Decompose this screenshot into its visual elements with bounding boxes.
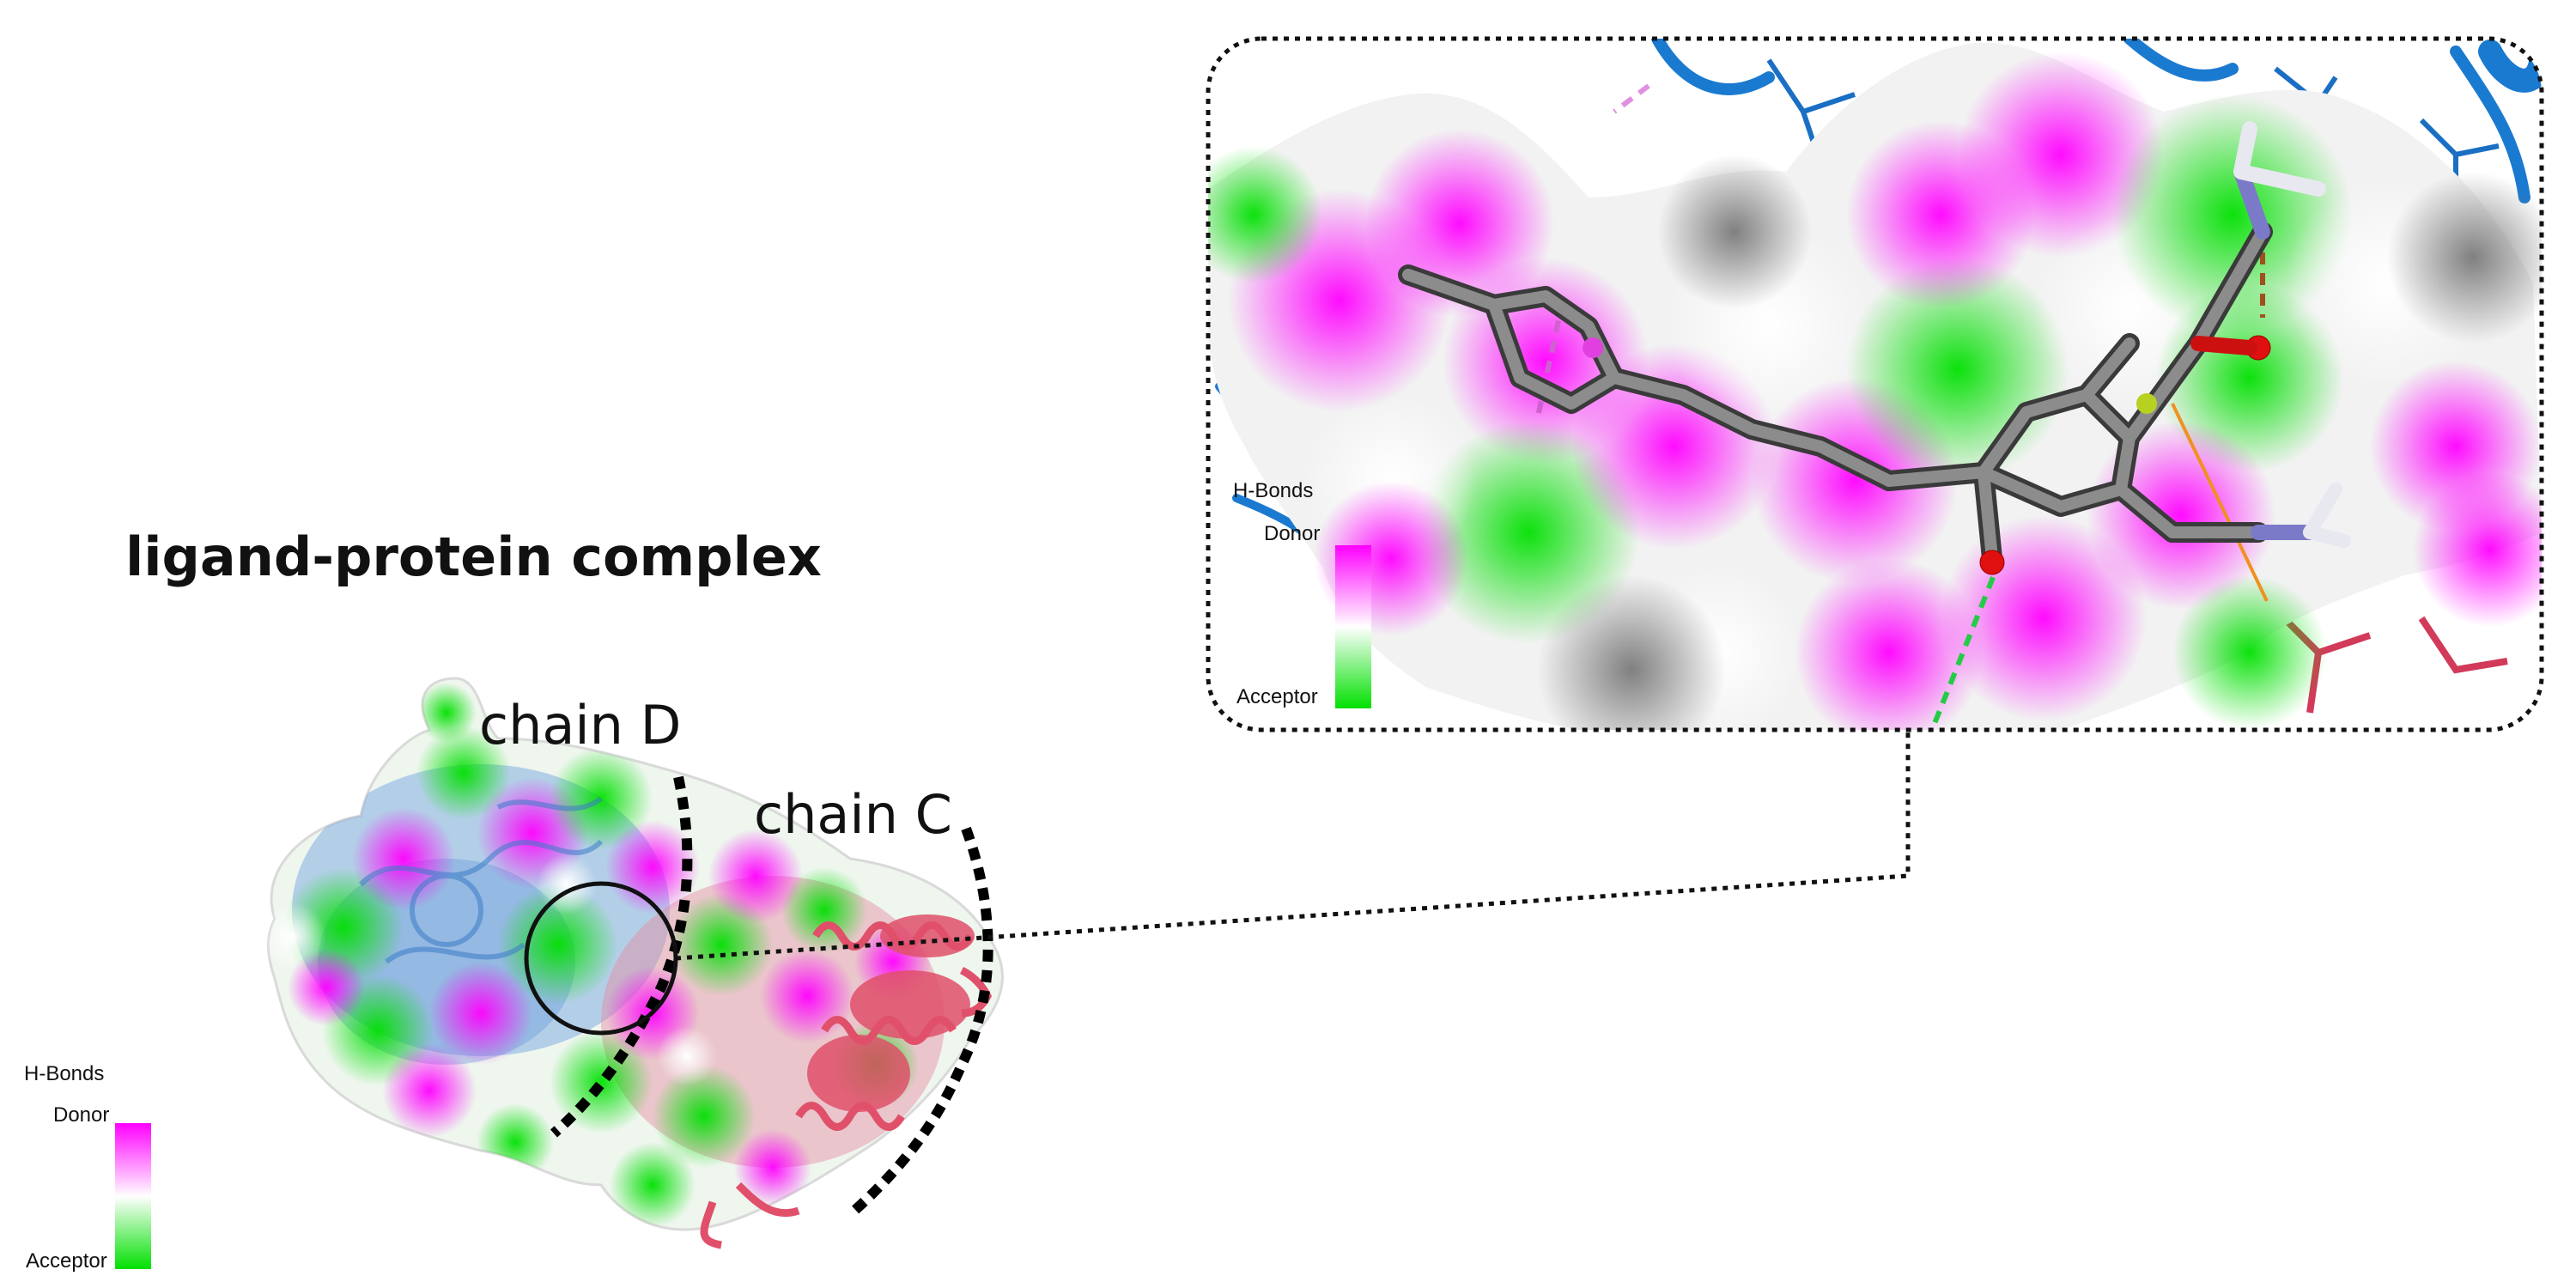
inset-legend-heading: H-Bonds [1233, 479, 1314, 502]
legend-heading: H-Bonds [24, 1062, 105, 1085]
chain-d-label: chain D [479, 694, 682, 756]
chain-d-ribbons [358, 796, 604, 964]
callout-connector-line [675, 730, 1911, 961]
inset-legend-color-bar [1335, 545, 1371, 708]
inset-legend-donor-label: Donor [1264, 522, 1321, 545]
binding-site-inset [1206, 36, 2544, 732]
interaction-lines [1534, 83, 2269, 730]
chain-c-boundary-arc [850, 826, 993, 1215]
chain-c-label: chain C [754, 783, 952, 846]
chain-d-boundary-arc [550, 775, 693, 1138]
ligand-stick-model [1398, 121, 2351, 575]
protein-complex [267, 677, 1004, 1249]
chain-c-ribbon-fill [807, 914, 975, 1112]
inset-legend-acceptor-label: Acceptor [1236, 685, 1318, 708]
figure-title: ligand-protein complex [125, 526, 822, 588]
legend-acceptor-label: Acceptor [26, 1249, 107, 1273]
legend-donor-label: Donor [53, 1103, 110, 1127]
legend-color-bar [115, 1123, 151, 1269]
